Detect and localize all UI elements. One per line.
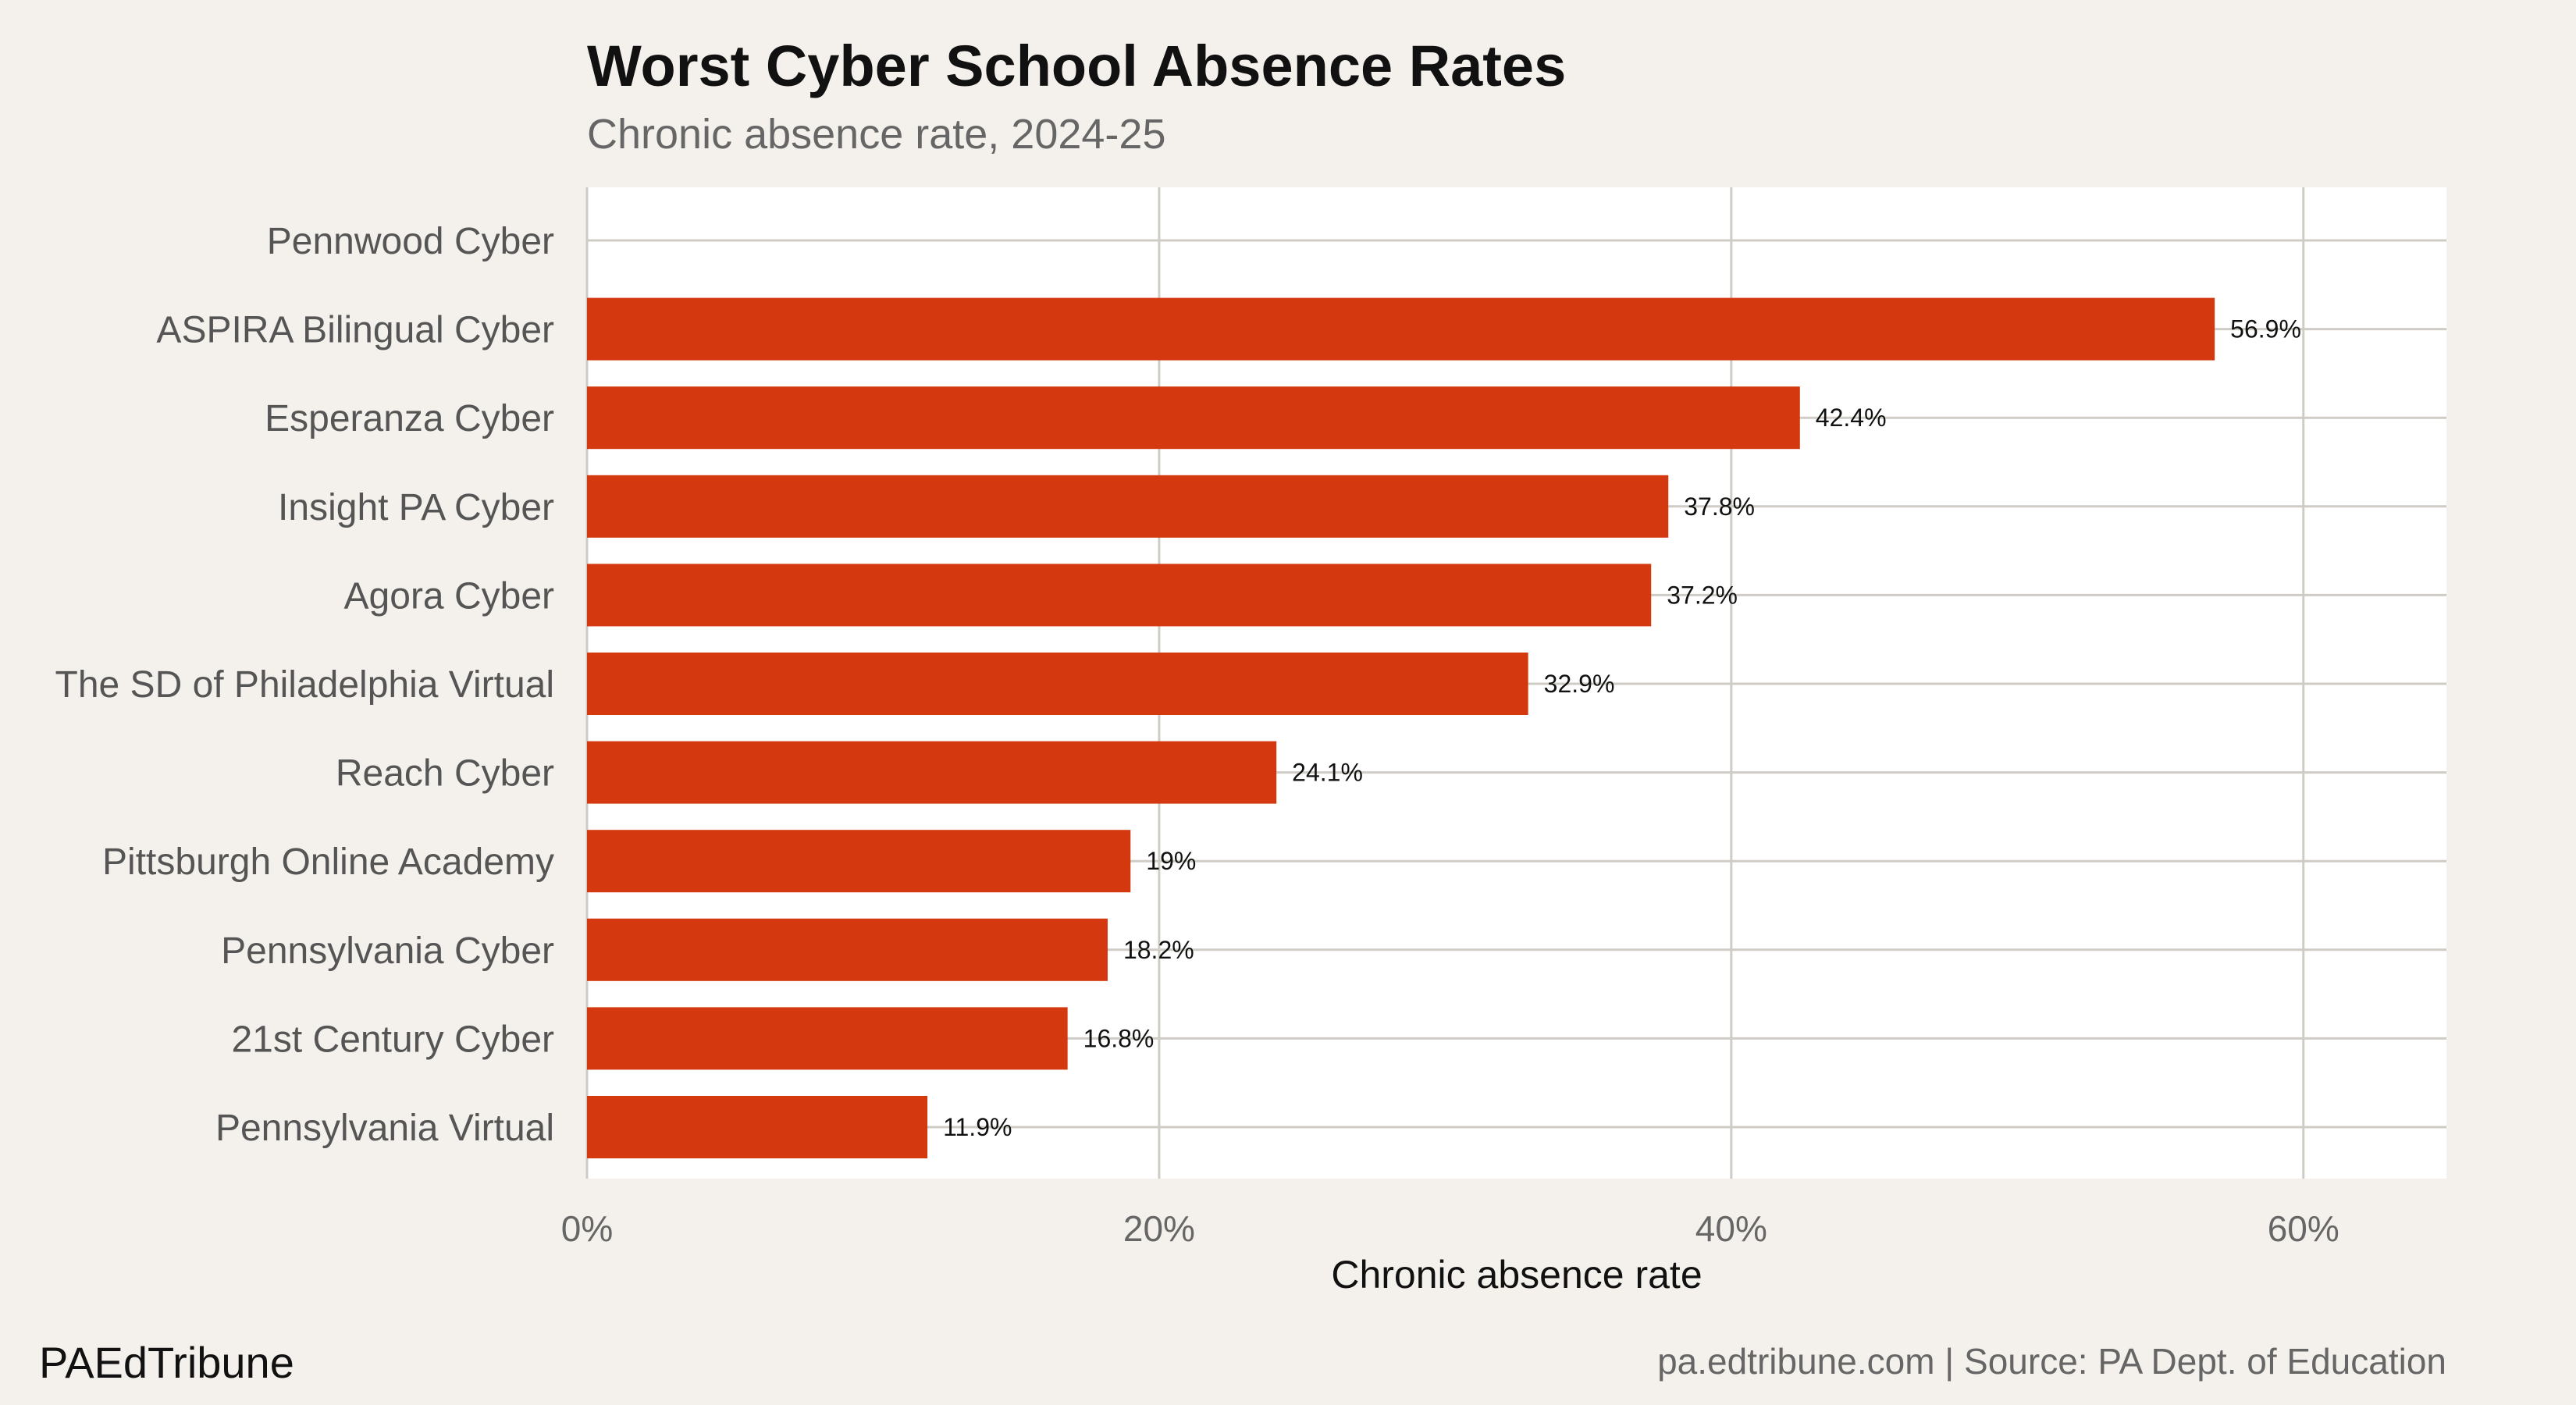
x-tick-label: 20% xyxy=(1123,1208,1195,1249)
bar-value-label: 11.9% xyxy=(943,1113,1012,1141)
value-labels: 56.9% 42.4% 37.8% 37.2% 32.9% 24.1% 19% 18.2% 16… xyxy=(943,315,2301,1141)
bars xyxy=(587,297,2215,1158)
chart-subtitle: Chronic absence rate, 2024-25 xyxy=(587,111,1165,158)
bar xyxy=(587,1007,1068,1070)
bar xyxy=(587,564,1652,627)
bar xyxy=(587,918,1108,981)
bar xyxy=(587,297,2215,361)
source-note: pa.edtribune.com | Source: PA Dept. of E… xyxy=(1657,1341,2446,1382)
bar xyxy=(587,741,1277,804)
category-label: Reach Cyber xyxy=(336,753,554,795)
brand-label: PAEdTribune xyxy=(39,1338,294,1387)
category-label: ASPIRA Bilingual Cyber xyxy=(156,310,554,351)
bar xyxy=(587,1096,928,1158)
bar xyxy=(587,475,1669,538)
bar xyxy=(587,830,1131,893)
category-label: Pennwood Cyber xyxy=(267,221,554,262)
bar-value-label: 19% xyxy=(1146,847,1196,875)
bar-value-label: 56.9% xyxy=(2230,315,2301,343)
category-labels: Pennwood Cyber ASPIRA Bilingual Cyber Espe… xyxy=(55,221,555,1149)
category-label: Pennsylvania Virtual xyxy=(215,1108,554,1149)
x-tick-label: 40% xyxy=(1695,1208,1767,1249)
bar-value-label: 16.8% xyxy=(1083,1024,1155,1052)
category-label: The SD of Philadelphia Virtual xyxy=(55,664,555,706)
x-tick-label: 60% xyxy=(2268,1208,2339,1249)
category-label: 21st Century Cyber xyxy=(231,1019,554,1060)
bar xyxy=(587,386,1800,450)
bar-value-label: 18.2% xyxy=(1123,936,1194,964)
bar xyxy=(587,653,1528,715)
bar-value-label: 32.9% xyxy=(1544,670,1615,698)
bar-value-label: 42.4% xyxy=(1816,404,1887,432)
x-axis-title: Chronic absence rate xyxy=(1331,1253,1702,1297)
category-label: Pennsylvania Cyber xyxy=(221,930,554,972)
bar-value-label: 24.1% xyxy=(1292,759,1363,787)
chart-title: Worst Cyber School Absence Rates xyxy=(587,34,1566,98)
category-label: Pittsburgh Online Academy xyxy=(102,841,554,883)
x-tick-labels: 0% 20% 40% 60% xyxy=(561,1208,2339,1249)
bar-value-label: 37.8% xyxy=(1684,493,1755,521)
category-label: Insight PA Cyber xyxy=(278,487,554,528)
category-label: Agora Cyber xyxy=(344,575,554,617)
category-label: Esperanza Cyber xyxy=(265,398,554,439)
bar-value-label: 37.2% xyxy=(1667,581,1738,609)
x-tick-label: 0% xyxy=(561,1208,613,1249)
